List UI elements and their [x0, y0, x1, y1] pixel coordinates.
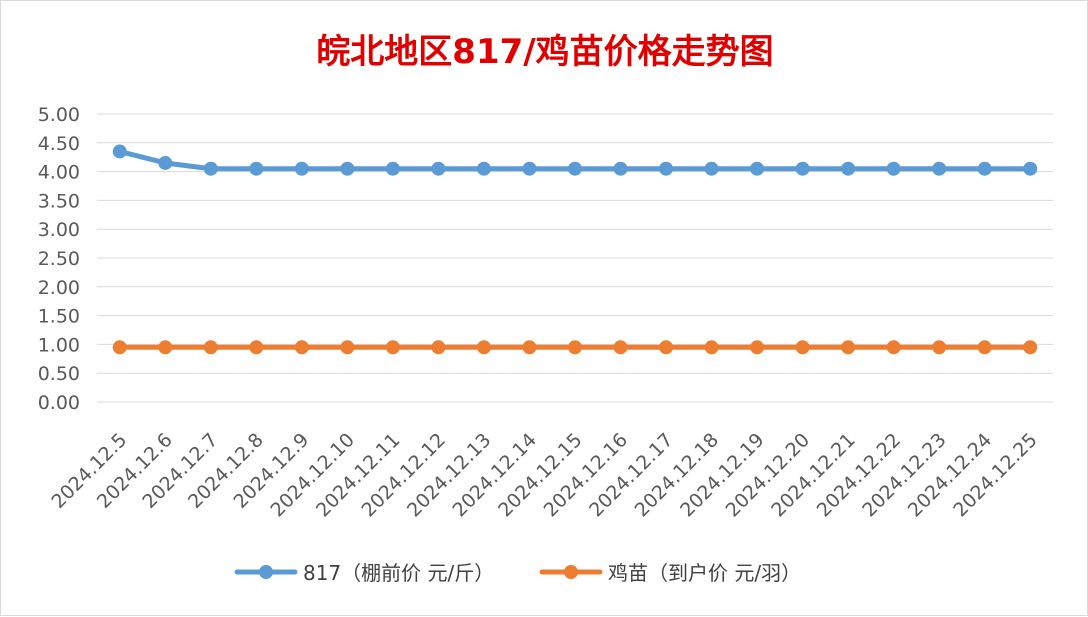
data-point	[112, 144, 127, 159]
data-point	[340, 340, 355, 355]
legend-label-0: 817（棚前价 元/斤）	[303, 561, 494, 585]
data-point	[385, 340, 400, 355]
data-point	[112, 340, 127, 355]
data-point	[568, 340, 582, 355]
data-point	[613, 340, 628, 355]
data-point	[977, 340, 992, 355]
y-tick-label: 4.00	[38, 162, 80, 184]
data-point	[886, 161, 901, 176]
data-point	[158, 155, 173, 170]
data-point	[795, 340, 810, 355]
data-point	[613, 161, 628, 176]
data-point	[476, 340, 491, 355]
data-point	[522, 161, 537, 176]
data-point	[476, 161, 491, 176]
series-layer	[112, 144, 1038, 355]
data-point	[704, 340, 719, 355]
data-point	[522, 340, 537, 355]
legend: 817（棚前价 元/斤） 鸡苗（到户价 元/羽）	[234, 561, 801, 585]
data-point	[203, 161, 218, 176]
y-tick-label: 1.00	[38, 334, 80, 356]
y-tick-label: 0.50	[38, 363, 80, 385]
y-axis-ticks: 0.00 0.50 1.00 1.50 2.00 2.50 3.00 3.50 4.00 4.50…	[38, 104, 80, 414]
chart-title: 皖北地区817/鸡苗价格走势图	[316, 32, 773, 72]
data-point	[704, 161, 719, 176]
legend-marker-1	[564, 565, 578, 579]
data-point	[750, 340, 765, 355]
data-point	[158, 340, 173, 355]
y-tick-label: 4.50	[38, 133, 80, 155]
y-tick-label: 1.50	[38, 306, 80, 328]
y-tick-label: 3.00	[38, 219, 80, 241]
data-point	[431, 340, 446, 355]
x-axis-ticks: 2024.12.52024.12.62024.12.72024.12.82024…	[47, 429, 1041, 521]
data-point	[659, 161, 674, 176]
data-point	[886, 340, 901, 355]
data-point	[1023, 340, 1038, 355]
data-point	[294, 340, 309, 355]
data-point	[431, 161, 446, 176]
data-point	[385, 161, 400, 176]
data-point	[750, 161, 765, 176]
y-tick-label: 5.00	[38, 104, 80, 126]
data-point	[659, 340, 674, 355]
data-point	[932, 161, 947, 176]
data-point	[294, 161, 309, 176]
legend-label-1: 鸡苗（到户价 元/羽）	[608, 561, 801, 585]
y-tick-label: 3.50	[38, 190, 80, 212]
data-point	[841, 340, 856, 355]
data-point	[249, 161, 264, 176]
data-point	[795, 161, 810, 176]
data-point	[203, 340, 218, 355]
data-point	[340, 161, 355, 176]
data-point	[932, 340, 947, 355]
legend-marker-0	[259, 565, 273, 579]
data-point	[568, 161, 582, 176]
y-tick-label: 0.00	[38, 392, 80, 414]
y-tick-label: 2.50	[38, 248, 80, 270]
gridlines	[97, 113, 1053, 403]
data-point	[977, 161, 992, 176]
data-point	[1023, 161, 1038, 176]
data-point	[249, 340, 264, 355]
y-tick-label: 2.00	[38, 277, 80, 299]
data-point	[841, 161, 856, 176]
